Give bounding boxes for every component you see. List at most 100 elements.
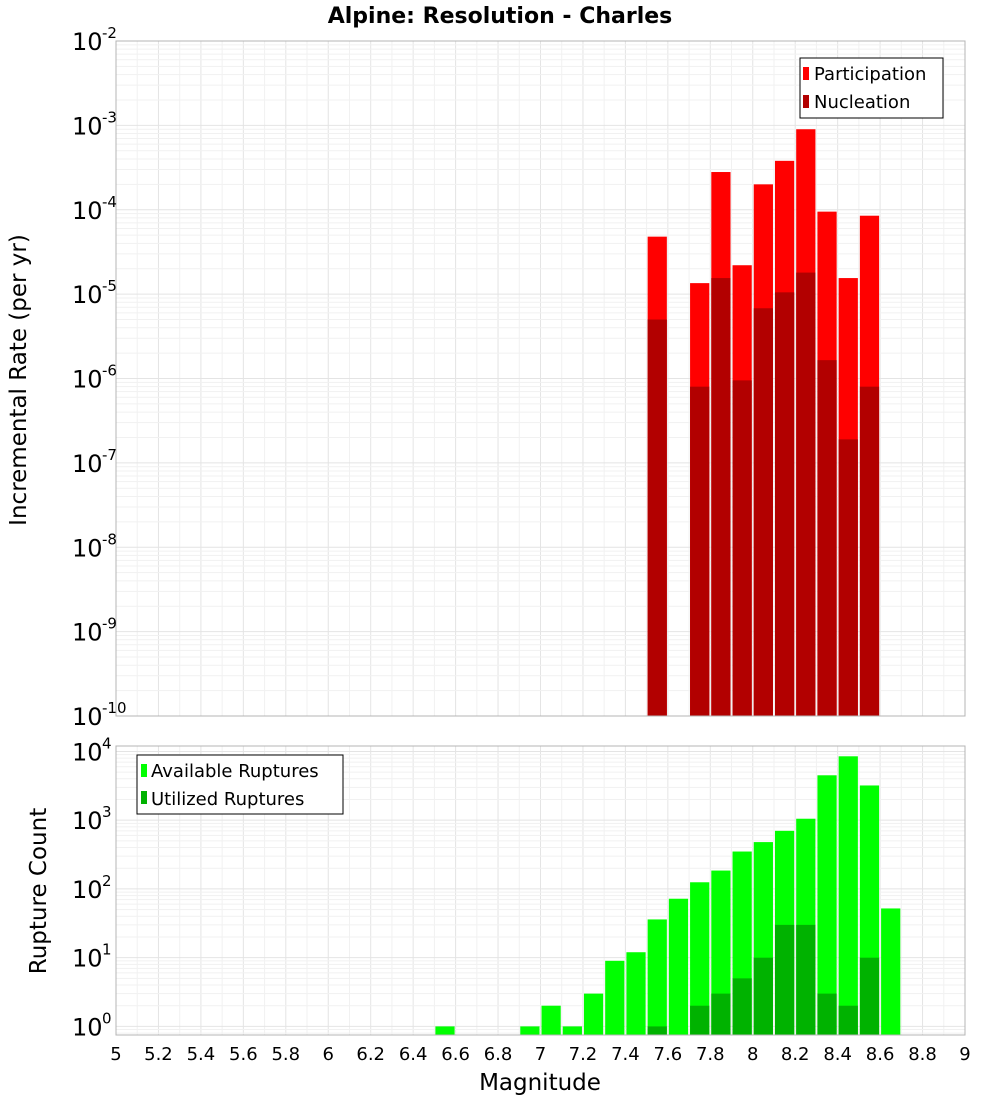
x-tick-label: 5.6 [229, 1044, 258, 1065]
x-tick-label: 8.4 [823, 1044, 852, 1065]
x-tick-label: 7.4 [611, 1044, 640, 1065]
x-tick-label: 8.2 [781, 1044, 810, 1065]
bar-utilized-ruptures [817, 993, 837, 1035]
chart-title: Alpine: Resolution - Charles [328, 4, 673, 29]
legend-swatch-participation [803, 67, 809, 80]
legend-label-participation: Participation [814, 64, 926, 85]
bar-utilized-ruptures [690, 1005, 710, 1035]
y-tick-label: 10 [72, 366, 103, 394]
y-tick-exponent: 4 [102, 734, 112, 752]
y-tick-exponent: 2 [102, 872, 112, 890]
y-tick-label: 10 [72, 619, 103, 647]
y-tick-label: 10 [72, 807, 103, 835]
bar-utilized-ruptures [732, 978, 752, 1035]
bottom-y-axis-label: Rupture Count [26, 808, 52, 974]
bar-available-ruptures [647, 919, 667, 1035]
bar-available-ruptures [435, 1026, 455, 1035]
x-tick-label: 7 [535, 1044, 546, 1065]
legend-label-nucleation: Nucleation [814, 92, 910, 113]
bar-nucleation [732, 380, 752, 716]
bar-utilized-ruptures [859, 957, 880, 1035]
bar-nucleation [817, 360, 837, 716]
y-tick-label: 10 [72, 281, 103, 309]
bar-available-ruptures [690, 882, 710, 1035]
bar-utilized-ruptures [774, 924, 795, 1035]
bottom-plot-frame [115, 745, 966, 1036]
bar-nucleation [647, 319, 667, 716]
bar-available-ruptures [817, 775, 837, 1035]
y-tick-exponent: -8 [102, 530, 117, 548]
y-tick-label: 10 [72, 738, 103, 766]
x-tick-label: 6.8 [484, 1044, 513, 1065]
y-tick-label: 10 [72, 945, 103, 973]
bar-utilized-ruptures [838, 1005, 858, 1035]
x-tick-label: 8.8 [908, 1044, 937, 1065]
bar-available-ruptures [838, 756, 858, 1035]
top-y-axis-label: Incremental Rate (per yr) [6, 234, 32, 526]
x-tick-label: 5 [110, 1044, 121, 1065]
legend-swatch-utilized-ruptures [141, 791, 147, 804]
bar-available-ruptures [583, 993, 604, 1035]
x-tick-label: 8 [747, 1044, 758, 1065]
bottom-legend-box [136, 754, 344, 815]
x-tick-label: 5.4 [187, 1044, 216, 1065]
y-tick-label: 10 [72, 112, 103, 140]
top-legend: Participation Nucleation [799, 57, 944, 119]
x-tick-label: 7.8 [696, 1044, 725, 1065]
y-tick-exponent: -6 [102, 362, 117, 380]
y-tick-exponent: -2 [102, 24, 117, 42]
y-tick-label: 10 [72, 28, 103, 56]
x-tick-label: 9 [959, 1044, 970, 1065]
y-tick-label: 10 [72, 876, 103, 904]
y-tick-exponent: 0 [102, 1009, 112, 1027]
y-tick-label: 10 [72, 197, 103, 225]
bar-available-ruptures [541, 1005, 561, 1035]
y-tick-exponent: -5 [102, 277, 117, 295]
y-tick-label: 10 [72, 1013, 103, 1041]
legend-label-available-ruptures: Available Ruptures [151, 761, 319, 782]
top-plot-frame [115, 40, 966, 717]
bar-utilized-ruptures [711, 993, 731, 1035]
top-legend-box [799, 57, 944, 119]
legend-label-utilized-ruptures: Utilized Ruptures [151, 789, 304, 810]
bottom-legend: Available Ruptures Utilized Ruptures [136, 754, 344, 815]
top-bars [647, 129, 880, 717]
x-tick-label: 6 [323, 1044, 334, 1065]
bar-nucleation [711, 278, 731, 716]
x-tick-label: 7.2 [569, 1044, 598, 1065]
bar-utilized-ruptures [647, 1026, 667, 1035]
bar-nucleation [753, 308, 773, 716]
bar-nucleation [796, 272, 816, 716]
legend-swatch-available-ruptures [141, 764, 147, 777]
bar-available-ruptures [605, 960, 625, 1035]
bar-utilized-ruptures [753, 957, 773, 1035]
y-tick-exponent: -10 [102, 699, 127, 717]
y-tick-label: 10 [72, 703, 103, 731]
x-tick-label: 5.8 [271, 1044, 300, 1065]
bar-nucleation [859, 386, 880, 716]
bar-available-ruptures [668, 898, 689, 1035]
bar-available-ruptures [520, 1026, 540, 1035]
top-grid [115, 40, 966, 717]
y-tick-label: 10 [72, 450, 103, 478]
y-tick-label: 10 [72, 534, 103, 562]
x-tick-label: 6.6 [441, 1044, 470, 1065]
legend-swatch-nucleation [803, 95, 809, 108]
x-axis-label: Magnitude [479, 1070, 601, 1096]
y-tick-exponent: -4 [102, 193, 117, 211]
bar-nucleation [774, 292, 795, 716]
bar-available-ruptures [881, 908, 901, 1035]
x-tick-label: 6.2 [356, 1044, 385, 1065]
x-tick-label: 8.6 [866, 1044, 895, 1065]
y-tick-exponent: -3 [102, 108, 117, 126]
bar-nucleation [838, 439, 858, 716]
bar-available-ruptures [626, 952, 646, 1035]
bar-utilized-ruptures [796, 924, 816, 1035]
y-tick-exponent: -9 [102, 615, 117, 633]
bottom-bars [435, 756, 901, 1035]
